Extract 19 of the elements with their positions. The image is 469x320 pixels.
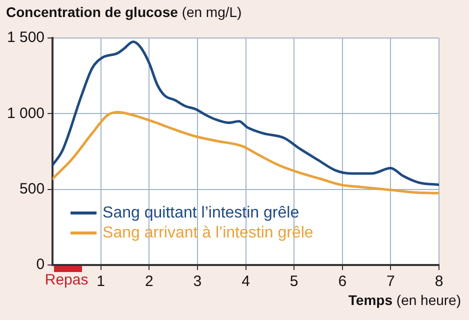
y-axis-title: Concentration de glucose (en mg/L) xyxy=(6,4,242,20)
x-tick-label: 8 xyxy=(434,273,444,290)
x-tick-label: 4 xyxy=(242,273,250,290)
y-tick-label: 500 xyxy=(20,180,45,198)
x-tick-label: 2 xyxy=(144,273,154,290)
text: Repas xyxy=(44,272,88,289)
x-axis-title: Temps (en heure) xyxy=(348,292,461,308)
line-series xyxy=(52,110,439,194)
x-tick-label: 3 xyxy=(193,273,202,290)
x-tick-label: 7 xyxy=(386,273,395,290)
y-tick-label: 0 xyxy=(36,256,45,274)
legend-label: Sang arrivant à l’intestin grêle xyxy=(102,224,314,242)
line-series xyxy=(52,40,439,186)
y-tick-label: 1 500 xyxy=(6,29,45,46)
y-tick-label: 1 000 xyxy=(6,104,45,122)
x-tick-label: 1 xyxy=(96,273,106,290)
x-tick-label: 6 xyxy=(338,273,347,290)
x-tick-label: 5 xyxy=(290,273,298,290)
legend-label: Sang quittant l’intestin grêle xyxy=(102,204,300,222)
